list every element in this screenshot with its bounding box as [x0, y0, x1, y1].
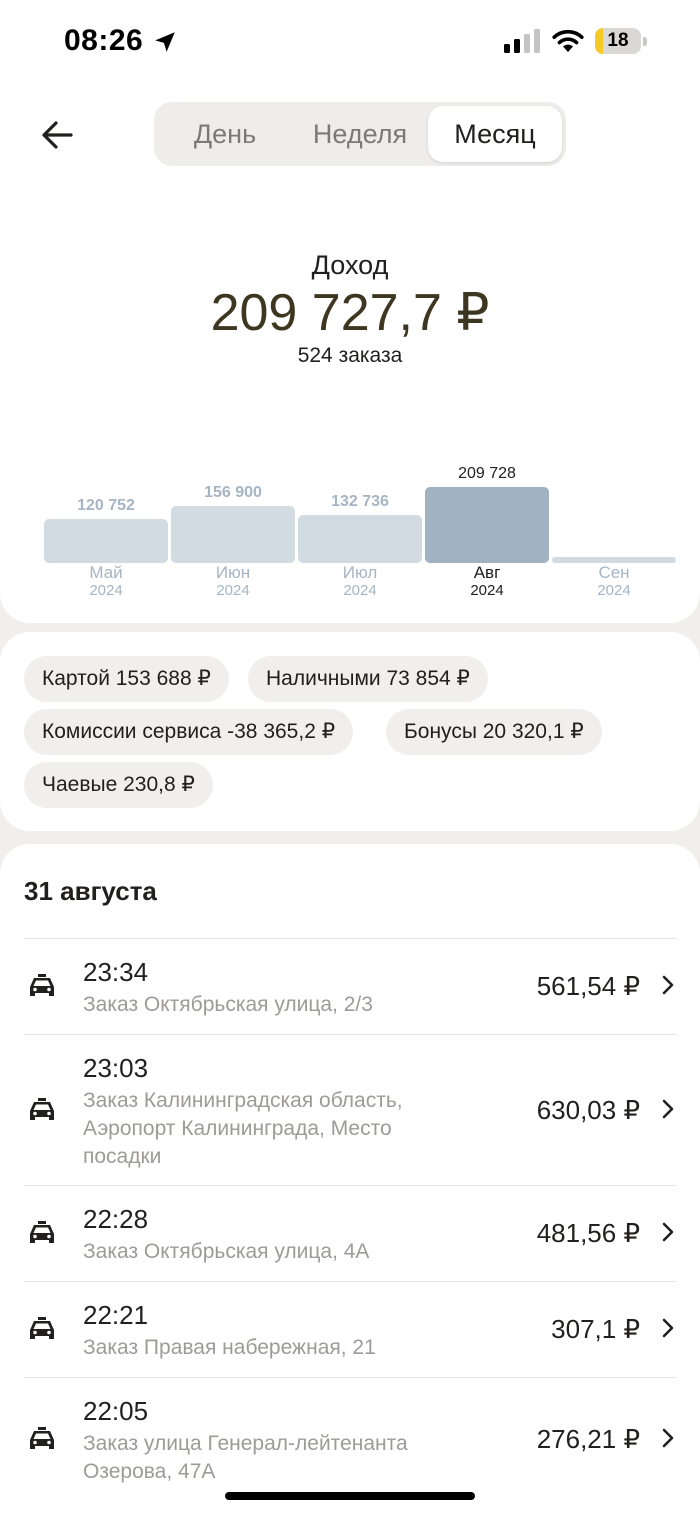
- battery-percent: 18: [607, 30, 629, 51]
- order-time: 23:34: [83, 957, 149, 987]
- order-row[interactable]: 22:21 Заказ Правая набережная, 21 307,1 ₽: [24, 1281, 676, 1377]
- arrow-left-icon: [42, 121, 73, 149]
- chart-year-label: 2024: [470, 582, 504, 599]
- tab-month[interactable]: Месяц: [428, 106, 562, 162]
- chart-bar-rect: [298, 514, 422, 563]
- chevron-right-icon: [660, 1221, 676, 1243]
- chart-bar-rect: [552, 557, 676, 563]
- income-summary-section: 08:26 18 День Неделя Ме: [0, 0, 700, 623]
- order-description: Заказ Октябрьская улица, 2/3: [83, 993, 373, 1016]
- order-description: Заказ Правая набережная, 21: [83, 1336, 376, 1359]
- chart-month-label: Июл: [342, 563, 378, 582]
- chart-bar-1[interactable]: 156 900 Июн 2024: [171, 420, 295, 620]
- chart-month-label: Сен: [598, 563, 630, 582]
- chart-bar-rect: [44, 519, 168, 563]
- period-switcher: День Неделя Месяц: [154, 102, 566, 166]
- chart-bar-2[interactable]: 132 736 Июл 2024: [298, 420, 422, 620]
- home-indicator[interactable]: [225, 1492, 475, 1500]
- tab-week[interactable]: Неделя: [312, 119, 408, 149]
- cellular-signal-icon: [504, 29, 540, 53]
- taxi-car-icon: [27, 1097, 57, 1123]
- taxi-car-icon: [27, 1426, 57, 1452]
- order-description: Заказ улица Генерал-лейтенанта Озерова, …: [83, 1432, 408, 1483]
- wifi-icon: [552, 29, 584, 52]
- order-time: 22:21: [83, 1300, 149, 1330]
- chevron-right-icon: [660, 974, 676, 996]
- chevron-right-icon: [660, 1317, 676, 1339]
- order-time: 23:03: [83, 1053, 149, 1083]
- chart-year-label: 2024: [216, 582, 250, 599]
- chip-tips[interactable]: Чаевые 230,8 ₽: [24, 762, 213, 808]
- chart-value-label: 156 900: [204, 484, 262, 502]
- order-row[interactable]: 23:03 Заказ Калининградская область, Аэро…: [24, 1034, 676, 1185]
- order-price: 276,21 ₽: [536, 1424, 640, 1454]
- income-title: Доход: [311, 250, 389, 280]
- chip-service-commission[interactable]: Комиссии сервиса -38 365,2 ₽: [24, 709, 354, 755]
- taxi-car-icon: [27, 973, 57, 999]
- back-button[interactable]: [34, 112, 80, 158]
- chart-value-label: 132 736: [331, 492, 389, 510]
- chart-year-label: 2024: [89, 582, 123, 599]
- order-price: 307,1 ₽: [551, 1314, 640, 1344]
- chart-bar-0[interactable]: 120 752 Май 2024: [44, 420, 168, 620]
- chart-bar-rect: [171, 506, 295, 563]
- chevron-right-icon: [660, 1098, 676, 1120]
- chart-month-label: Май: [89, 563, 123, 582]
- taxi-car-icon: [27, 1316, 57, 1342]
- order-price: 561,54 ₽: [536, 971, 640, 1001]
- order-row[interactable]: 23:34 Заказ Октябрьская улица, 2/3 561,54 …: [24, 938, 676, 1034]
- chart-year-label: 2024: [597, 582, 631, 599]
- location-arrow-icon: [155, 32, 175, 52]
- order-row[interactable]: 22:05 Заказ улица Генерал-лейтенанта Озер…: [24, 1377, 676, 1499]
- income-breakdown-card: Картой 153 688 ₽ Наличными 73 854 ₽ Коми…: [0, 632, 700, 831]
- battery-level-fill: [595, 28, 604, 54]
- order-time: 22:28: [83, 1204, 149, 1234]
- chip-card-payment[interactable]: Картой 153 688 ₽: [24, 656, 229, 702]
- taxi-car-icon: [27, 1220, 57, 1246]
- order-price: 630,03 ₽: [536, 1095, 640, 1125]
- orders-date-heading: 31 августа: [24, 876, 157, 906]
- chart-value-label: 209 728: [458, 465, 516, 482]
- battery-icon: 18: [595, 28, 647, 54]
- orders-count: 524 заказа: [297, 344, 403, 367]
- order-description: Заказ Калининградская область, Аэропорт …: [83, 1089, 403, 1168]
- chart-month-label: Июн: [215, 563, 251, 582]
- monthly-income-chart: 120 752 Май 2024 156 900 Июн 2024 132 736 Июл 20…: [0, 420, 700, 620]
- chart-bar-4[interactable]: Сен 2024: [552, 420, 676, 620]
- chevron-right-icon: [660, 1427, 676, 1449]
- order-price: 481,56 ₽: [536, 1218, 640, 1248]
- order-description: Заказ Октябрьская улица, 4А: [83, 1240, 370, 1263]
- status-bar: 08:26 18: [0, 0, 700, 84]
- order-time: 22:05: [83, 1396, 149, 1426]
- order-row[interactable]: 22:28 Заказ Октябрьская улица, 4А 481,56 ₽: [24, 1185, 676, 1281]
- chip-bonuses[interactable]: Бонусы 20 320,1 ₽: [386, 709, 602, 755]
- chart-bar-rect: [425, 487, 549, 563]
- status-time: 08:26: [64, 24, 144, 57]
- chart-year-label: 2024: [343, 582, 377, 599]
- orders-list-card: 31 августа 23:34 Заказ Октябрьская улица,…: [0, 844, 700, 1514]
- chart-month-label: Авг: [473, 563, 501, 582]
- chart-value-label: 120 752: [77, 497, 135, 515]
- chip-cash-payment[interactable]: Наличными 73 854 ₽: [248, 656, 488, 702]
- income-amount: 209 727,7 ₽: [210, 284, 490, 342]
- tab-day[interactable]: День: [193, 119, 257, 149]
- chart-bar-3[interactable]: 209 728 Авг 2024: [425, 420, 549, 620]
